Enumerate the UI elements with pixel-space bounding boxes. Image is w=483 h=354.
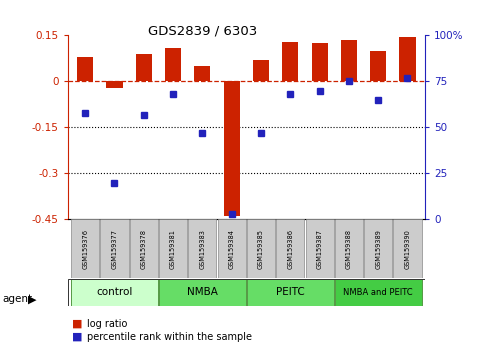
Text: ■: ■: [72, 319, 83, 329]
Bar: [364, 219, 392, 278]
Text: ■: ■: [72, 332, 83, 342]
Bar: [71, 219, 99, 278]
Bar: [276, 219, 304, 278]
Bar: [393, 219, 422, 278]
Bar: [341, 40, 357, 81]
Bar: [282, 41, 298, 81]
Text: GSM159376: GSM159376: [82, 229, 88, 269]
Text: percentile rank within the sample: percentile rank within the sample: [87, 332, 252, 342]
Text: ▶: ▶: [28, 295, 37, 305]
Bar: [253, 60, 269, 81]
Bar: [106, 81, 123, 87]
Text: log ratio: log ratio: [87, 319, 128, 329]
Bar: [100, 219, 128, 278]
Bar: [77, 57, 93, 81]
Text: GSM159377: GSM159377: [112, 229, 117, 269]
Bar: [194, 66, 211, 81]
Text: GSM159389: GSM159389: [375, 229, 381, 269]
Text: GSM159378: GSM159378: [141, 229, 147, 269]
Text: NMBA: NMBA: [187, 287, 218, 297]
Bar: [165, 48, 181, 81]
Bar: [335, 279, 422, 306]
Bar: [335, 219, 363, 278]
Bar: [71, 279, 158, 306]
Bar: [136, 54, 152, 81]
Bar: [130, 219, 158, 278]
Text: control: control: [96, 287, 133, 297]
Bar: [247, 219, 275, 278]
Bar: [399, 37, 415, 81]
Bar: [306, 219, 334, 278]
Text: GSM159387: GSM159387: [316, 229, 323, 269]
Text: GSM159390: GSM159390: [404, 229, 411, 269]
Text: GSM159384: GSM159384: [228, 229, 235, 269]
Bar: [247, 279, 334, 306]
Text: NMBA and PEITC: NMBA and PEITC: [343, 288, 413, 297]
Text: GSM159381: GSM159381: [170, 229, 176, 269]
Bar: [370, 51, 386, 81]
Bar: [159, 279, 246, 306]
Bar: [159, 219, 187, 278]
Text: GSM159388: GSM159388: [346, 229, 352, 269]
Bar: [312, 43, 327, 81]
Text: GDS2839 / 6303: GDS2839 / 6303: [148, 25, 257, 38]
Bar: [218, 219, 246, 278]
Text: GSM159386: GSM159386: [287, 229, 293, 269]
Bar: [188, 219, 216, 278]
Bar: [224, 81, 240, 216]
Text: PEITC: PEITC: [276, 287, 305, 297]
Text: GSM159385: GSM159385: [258, 229, 264, 269]
Text: GSM159383: GSM159383: [199, 229, 205, 269]
Text: agent: agent: [2, 294, 32, 304]
